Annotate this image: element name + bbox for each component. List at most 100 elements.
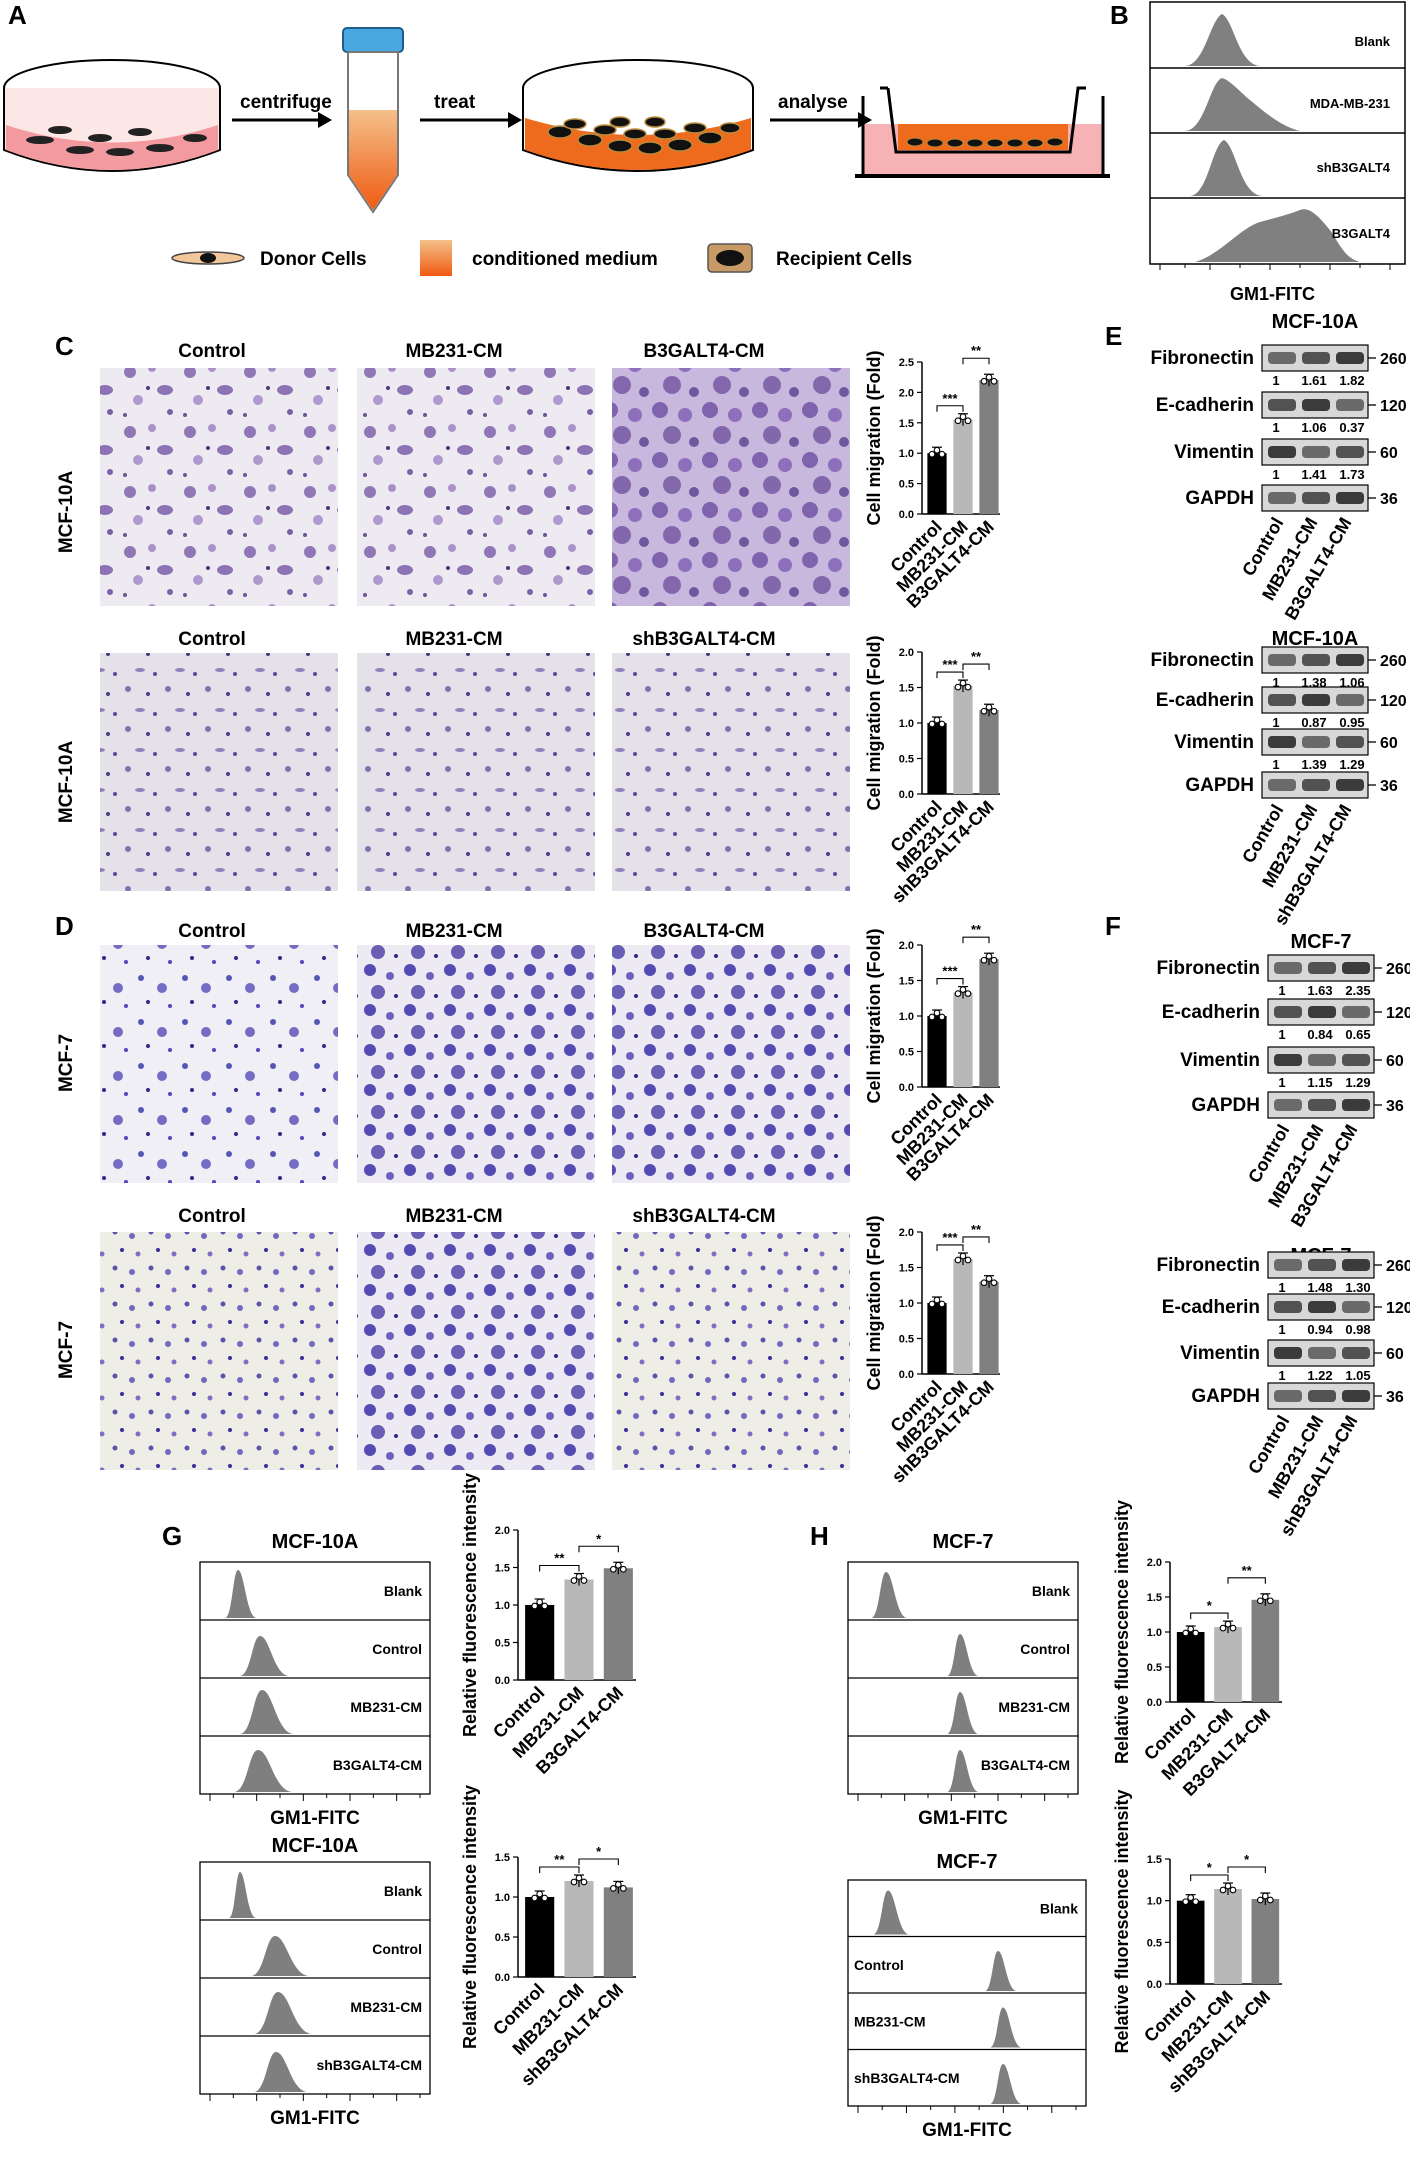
data-point <box>985 373 993 381</box>
blot-kda: 60 <box>1386 1346 1404 1363</box>
data-point <box>609 1885 617 1892</box>
blot-band <box>1268 736 1296 748</box>
blot-band <box>1302 446 1330 458</box>
flow-g1: MCF-10A Blank Control MB231-CM B3GALT4-CM GM1… <box>199 1531 431 1829</box>
band-quantity: 1.29 <box>1339 757 1364 772</box>
data-point <box>1256 1597 1264 1605</box>
significance-bracket <box>578 1858 619 1865</box>
data-point <box>1187 1894 1195 1902</box>
micrograph <box>100 1232 338 1470</box>
data-point <box>1192 1898 1200 1906</box>
significance-stars: *** <box>942 964 958 979</box>
col-label: MB231-CM <box>405 921 502 942</box>
histogram-blank <box>873 1890 909 1935</box>
flow-h1: MCF-7 Blank Control MB231-CM B3GALT4-CM GM1-F… <box>847 1531 1079 1829</box>
significance-bracket <box>1227 1577 1266 1584</box>
y-tick-label: 1.0 <box>495 1600 510 1612</box>
data-point <box>985 703 993 711</box>
y-tick-label: 0.5 <box>1147 1937 1162 1949</box>
band-quantity: 1 <box>1278 1322 1285 1337</box>
flow-row-label: MB231-CM <box>350 1999 422 2015</box>
data-point <box>959 413 967 421</box>
band-quantity: 2.35 <box>1345 983 1370 998</box>
blot-band <box>1308 1054 1336 1066</box>
bar-control <box>927 453 947 514</box>
blot-band <box>1268 694 1296 706</box>
blot-band <box>1336 736 1364 748</box>
significance-bracket <box>936 1244 964 1251</box>
row-cell-label: MCF-10A <box>56 471 77 554</box>
blot-band <box>1342 1054 1370 1066</box>
blot-band <box>1268 352 1296 364</box>
blot-band <box>1336 654 1364 666</box>
data-point <box>1266 1597 1274 1605</box>
panel-label-c: C <box>55 331 74 361</box>
bar-control <box>927 1303 947 1374</box>
data-point <box>1224 1620 1232 1628</box>
blot-band <box>1342 1347 1370 1359</box>
y-axis-label: Cell migration (Fold) <box>864 351 884 526</box>
micrograph <box>612 653 850 891</box>
data-point <box>990 1279 998 1287</box>
bar-control <box>927 1016 947 1087</box>
blot-band <box>1308 1099 1336 1111</box>
blot-kda: 120 <box>1380 693 1407 710</box>
flow-h2: MCF-7 Blank Control MB231-CM shB3GALT4-CM GM1… <box>847 1851 1087 2141</box>
significance-bracket <box>962 357 990 365</box>
data-point <box>980 707 988 715</box>
significance-stars: * <box>596 1531 602 1546</box>
schematic-legend: Donor Cells conditioned medium Recipient… <box>171 240 912 276</box>
y-tick-label: 2.0 <box>1147 1557 1162 1569</box>
blot-band <box>1302 352 1330 364</box>
blot-band <box>1342 1099 1370 1111</box>
blot-band <box>1336 352 1364 364</box>
significance-bracket <box>1227 1866 1266 1873</box>
y-tick-label: 2.0 <box>899 1227 914 1239</box>
micrograph <box>357 1232 595 1470</box>
data-point <box>933 716 941 724</box>
bar-mb231-cm <box>564 1881 594 1977</box>
blot-cell-title: MCF-10A <box>1272 311 1359 333</box>
y-axis-label: Relative fluorescence intensity <box>1112 1789 1132 2053</box>
blot-kda: 260 <box>1386 961 1410 978</box>
y-tick-label: 2.0 <box>899 940 914 952</box>
histogram-blank <box>1185 14 1260 66</box>
significance-bracket <box>962 936 990 944</box>
donor-dish <box>3 59 221 172</box>
data-point <box>1261 1593 1269 1601</box>
data-point <box>964 1256 972 1264</box>
bar-chart-5: 0.0 0.5 1.0 1.5 2.0 Relative fluorescence int… <box>460 1473 636 1778</box>
y-tick-label: 1.0 <box>495 1892 510 1904</box>
legend-recipient-cells: Recipient Cells <box>776 249 912 270</box>
significance-bracket <box>962 663 990 671</box>
bar-b3galt4-cm <box>979 959 999 1087</box>
y-tick-label: 0.5 <box>899 1334 914 1346</box>
data-point <box>1219 1886 1227 1894</box>
data-point <box>933 446 941 454</box>
legend-donor-cells: Donor Cells <box>260 249 367 270</box>
panel-label-a: A <box>8 0 27 30</box>
band-quantity: 1 <box>1272 675 1279 690</box>
significance-bracket <box>539 1564 580 1572</box>
y-tick-label: 0.5 <box>1147 1662 1162 1674</box>
blot-kda: 260 <box>1380 653 1407 670</box>
bar-mb231-cm <box>953 1258 973 1374</box>
histogram-control <box>985 1951 1017 1991</box>
blot-band <box>1336 779 1364 791</box>
histogram-shb3galt4-cm <box>254 2052 308 2092</box>
y-tick-label: 0.0 <box>899 789 914 801</box>
panel-label-f: F <box>1105 911 1121 941</box>
data-point <box>531 1894 539 1902</box>
western-blots: MCF-10A Fibronectin 260 1 1.61 1.82 E-cadherin… <box>1151 311 1410 1539</box>
blot-band <box>1342 1006 1370 1018</box>
blot-kda: 36 <box>1380 491 1398 508</box>
data-point <box>619 1885 627 1892</box>
blot-row-label: E-cadherin <box>1156 395 1254 416</box>
data-point <box>964 417 972 425</box>
panel-label-e: E <box>1105 321 1122 351</box>
blot-row-label: E-cadherin <box>1162 1297 1260 1318</box>
significance-bracket <box>1190 1612 1229 1620</box>
histogram-shb3galt4 <box>1190 140 1262 196</box>
